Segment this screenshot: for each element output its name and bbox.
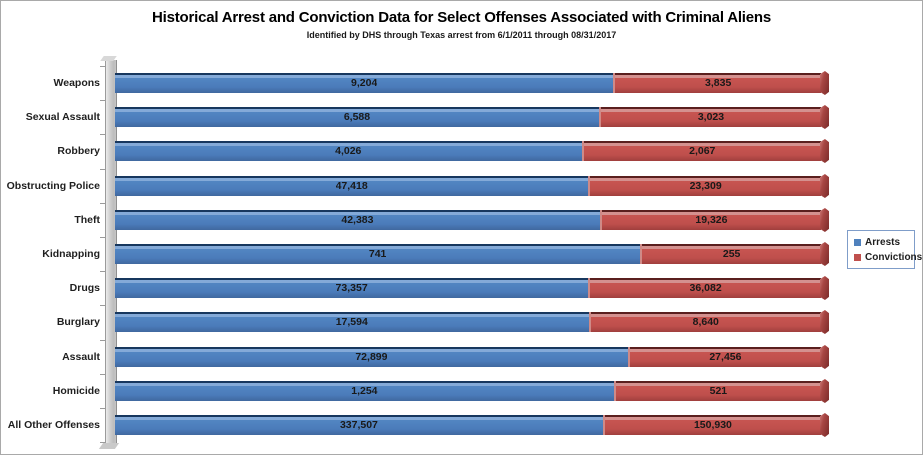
- axis-tick: [100, 169, 105, 170]
- bar-segment-convictions: 36,082: [588, 278, 821, 298]
- convictions-value-label: 8,640: [692, 316, 719, 328]
- category-label: Kidnapping: [42, 248, 100, 260]
- bar-segment-arrests: 47,418: [115, 176, 589, 196]
- convictions-value-label: 3,023: [697, 111, 725, 123]
- bar-row: 42,383 19,326: [115, 208, 829, 232]
- category-label: Burglary: [56, 316, 100, 328]
- bar-segment-arrests: 42,383: [115, 210, 600, 230]
- category-label: Drugs: [69, 282, 100, 294]
- legend-label-convictions: Convictions: [865, 251, 923, 263]
- legend-item-convictions: Convictions: [854, 251, 922, 263]
- bar-row: 9,204 3,835: [115, 71, 829, 95]
- chart-subtitle: Identified by DHS through Texas arrest f…: [306, 30, 617, 40]
- arrests-value-label: 42,383: [341, 214, 374, 226]
- convictions-value-label: 19,326: [695, 214, 728, 226]
- bar-3d-end-cap: [820, 310, 829, 334]
- category-label: Sexual Assault: [25, 111, 100, 123]
- arrests-value-label: 17,594: [335, 316, 368, 328]
- axis-tick: [100, 374, 105, 375]
- category-label: Theft: [74, 214, 100, 226]
- bar-3d-end-cap: [820, 242, 829, 266]
- bar-3d-end-cap: [820, 379, 829, 403]
- category-label: Homicide: [52, 385, 100, 397]
- convictions-swatch-icon: [854, 253, 861, 261]
- bar-segment-arrests: 741: [115, 244, 641, 264]
- legend: Arrests Convictions: [847, 230, 922, 269]
- category-label: Assault: [62, 351, 100, 363]
- bar-segment-convictions: 23,309: [588, 176, 821, 196]
- arrests-value-label: 72,899: [355, 351, 388, 363]
- bar-row: 1,254 521: [115, 379, 829, 403]
- bar-segment-convictions: 19,326: [599, 210, 821, 230]
- bar-row: 337,507 150,930: [115, 413, 829, 437]
- convictions-value-label: 521: [709, 385, 728, 397]
- axis-tick: [100, 271, 105, 272]
- bar-3d-end-cap: [820, 208, 829, 232]
- axis-tick: [100, 134, 105, 135]
- category-label: Weapons: [53, 77, 100, 89]
- bar-3d-end-cap: [820, 105, 829, 129]
- convictions-value-label: 36,082: [689, 282, 722, 294]
- category-label: Robbery: [57, 145, 100, 157]
- legend-item-arrests: Arrests: [854, 236, 914, 248]
- arrests-value-label: 741: [368, 248, 387, 260]
- bar-row: 741 255: [115, 242, 829, 266]
- bar-segment-arrests: 337,507: [115, 415, 603, 435]
- bar-segment-convictions: 521: [613, 381, 821, 401]
- arrests-value-label: 1,254: [351, 385, 378, 397]
- category-label: All Other Offenses: [7, 419, 100, 431]
- bar-3d-end-cap: [820, 139, 829, 163]
- bar-row: 17,594 8,640: [115, 310, 829, 334]
- axis-tick: [100, 66, 105, 67]
- bar-3d-end-cap: [820, 413, 829, 437]
- bar-segment-convictions: 150,930: [602, 415, 821, 435]
- axis-tick: [100, 408, 105, 409]
- convictions-value-label: 2,067: [689, 145, 716, 157]
- axis-tick: [100, 100, 105, 101]
- bar-segment-convictions: 3,023: [598, 107, 821, 127]
- axis-tick: [100, 340, 105, 341]
- arrests-value-label: 337,507: [339, 419, 378, 431]
- bar-segment-arrests: 73,357: [115, 278, 589, 298]
- convictions-value-label: 23,309: [689, 180, 722, 192]
- convictions-value-label: 150,930: [693, 419, 732, 431]
- bar-segment-arrests: 6,588: [115, 107, 599, 127]
- bar-segment-convictions: 255: [640, 244, 821, 264]
- bar-segment-arrests: 4,026: [115, 141, 582, 161]
- arrests-value-label: 9,204: [351, 77, 378, 89]
- bar-segment-convictions: 2,067: [581, 141, 821, 161]
- bar-row: 47,418 23,309: [115, 174, 829, 198]
- legend-label-arrests: Arrests: [865, 236, 901, 248]
- bar-3d-end-cap: [820, 71, 829, 95]
- bar-row: 73,357 36,082: [115, 276, 829, 300]
- bar-segment-arrests: 1,254: [115, 381, 614, 401]
- bar-segment-convictions: 8,640: [588, 312, 821, 332]
- bar-row: 4,026 2,067: [115, 139, 829, 163]
- arrests-value-label: 6,588: [343, 111, 371, 123]
- bar-segment-arrests: 72,899: [115, 347, 628, 367]
- axis-tick: [100, 305, 105, 306]
- axis-tick: [100, 442, 105, 443]
- arrests-value-label: 4,026: [335, 145, 362, 157]
- axis-tick: [100, 237, 105, 238]
- bar-3d-end-cap: [820, 174, 829, 198]
- bar-3d-end-cap: [820, 345, 829, 369]
- bar-segment-convictions: 3,835: [613, 73, 821, 93]
- convictions-value-label: 27,456: [709, 351, 742, 363]
- bar-segment-arrests: 17,594: [115, 312, 589, 332]
- arrests-value-label: 73,357: [335, 282, 368, 294]
- axis-tick: [100, 203, 105, 204]
- bar-3d-end-cap: [820, 276, 829, 300]
- bar-segment-arrests: 9,204: [115, 73, 614, 93]
- arrests-value-label: 47,418: [335, 180, 368, 192]
- convictions-value-label: 3,835: [705, 77, 732, 89]
- bar-segment-convictions: 27,456: [627, 347, 821, 367]
- arrests-swatch-icon: [854, 238, 861, 246]
- bar-row: 72,899 27,456: [115, 345, 829, 369]
- category-label: Obstructing Police: [6, 180, 100, 192]
- bar-row: 6,588 3,023: [115, 105, 829, 129]
- convictions-value-label: 255: [722, 248, 741, 260]
- chart-title: Historical Arrest and Conviction Data fo…: [151, 9, 772, 26]
